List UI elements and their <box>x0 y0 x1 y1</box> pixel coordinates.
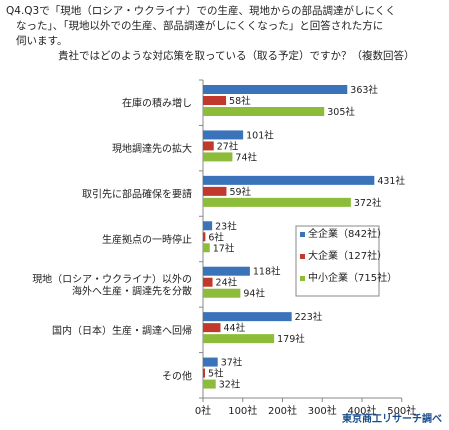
bar-value-label: 27社 <box>217 140 239 152</box>
legend-label: 中小企業（715社） <box>308 271 397 284</box>
category-label: 現地（ロシア・ウクライナ）以外の <box>32 272 192 285</box>
category-label: 在庫の積み増し <box>122 97 192 110</box>
bar-value-label: 23社 <box>215 220 237 232</box>
bar-value-label: 94社 <box>243 288 265 300</box>
title-line-1: Q4.Q3で「現地（ロシア・ウクライナ）での生産、現地からの部品調達がしにくく <box>6 5 396 17</box>
bar-value-label: 5社 <box>208 368 224 380</box>
bar-value-label: 363社 <box>350 84 378 96</box>
bar <box>203 85 348 94</box>
title-line-3: 伺います。 <box>16 35 68 47</box>
legend-swatch <box>300 254 305 259</box>
bar <box>203 323 221 333</box>
bar <box>203 96 227 105</box>
bar-value-label: 305社 <box>327 106 355 118</box>
bar-value-label: 118社 <box>253 266 281 278</box>
bar-value-label: 6社 <box>208 231 224 243</box>
bar <box>203 232 206 242</box>
category-label: 取引先に部品確保を要請 <box>82 188 192 201</box>
x-tick-label: 300社 <box>308 404 337 417</box>
bar-value-label: 32社 <box>219 379 241 391</box>
bar <box>203 368 205 378</box>
bar <box>203 334 275 344</box>
bar-value-label: 44社 <box>223 322 245 334</box>
title-line-4: 貴社ではどのような対応策を取っている（取る予定）ですか？（複数回答） <box>58 50 415 62</box>
bar <box>203 357 218 367</box>
legend-label: 全企業（842社） <box>308 227 387 240</box>
x-tick-label: 400社 <box>347 404 376 417</box>
bar-value-label: 372社 <box>354 197 382 209</box>
x-tick-label: 500社 <box>387 404 416 417</box>
legend-swatch <box>300 276 305 281</box>
bar-value-label: 74社 <box>235 151 257 163</box>
bar <box>203 186 227 196</box>
title-line-2: なった」、「現地以外での生産、部品調達がしにくくなった」と回答された方に <box>16 20 384 32</box>
bar-value-label: 37社 <box>221 357 243 369</box>
bar <box>203 152 233 162</box>
bar <box>203 175 375 185</box>
bar <box>203 141 214 151</box>
legend-box <box>295 225 380 297</box>
bar <box>203 288 241 298</box>
x-tick-label: 200社 <box>268 404 297 417</box>
bar <box>203 266 250 276</box>
bar <box>203 107 325 116</box>
bar-value-label: 101社 <box>246 129 274 141</box>
x-tick-label: 100社 <box>228 404 257 417</box>
bar-value-label: 17社 <box>213 242 235 254</box>
category-label: 生産拠点の一時停止 <box>102 233 192 246</box>
bar-value-label: 58社 <box>229 95 251 107</box>
bar <box>203 221 213 231</box>
category-label: 現地調達先の拡大 <box>112 142 192 155</box>
chart-title: Q4.Q3で「現地（ロシア・ウクライナ）での生産、現地からの部品調達がしにくく … <box>6 4 446 64</box>
category-label: 海外へ生産・調達先を分散 <box>72 284 192 297</box>
category-label: 国内（日本）生産・調達へ回帰 <box>52 324 192 337</box>
legend-label: 大企業（127社） <box>308 249 387 262</box>
bar-value-label: 179社 <box>277 333 305 345</box>
bar <box>203 130 244 140</box>
bar-value-label: 24社 <box>216 277 238 289</box>
bar <box>203 243 210 253</box>
bar-value-label: 223社 <box>295 311 323 323</box>
bar <box>203 379 216 389</box>
bar <box>203 312 292 322</box>
x-tick-label: 0社 <box>195 404 211 417</box>
source-note: 東京商工リサーチ調べ <box>342 414 442 425</box>
bar <box>203 197 351 207</box>
category-label: その他 <box>162 369 192 382</box>
bar <box>203 277 213 287</box>
bar-value-label: 59社 <box>229 186 251 198</box>
legend-swatch <box>300 232 305 237</box>
bar-value-label: 431社 <box>377 175 405 187</box>
